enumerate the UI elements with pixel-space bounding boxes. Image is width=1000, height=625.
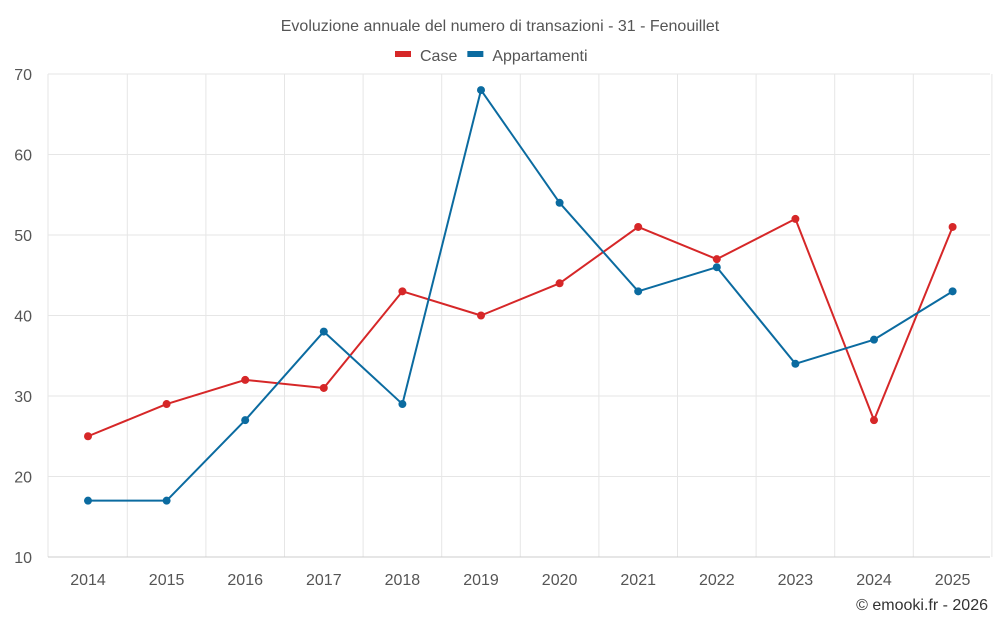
series-group xyxy=(84,86,957,505)
legend-swatch-appartamenti xyxy=(467,51,484,57)
x-tick-label: 2018 xyxy=(385,572,421,589)
x-tick-label: 2017 xyxy=(306,572,342,589)
chart-title: Evoluzione annuale del numero di transaz… xyxy=(281,18,720,35)
data-point-case xyxy=(948,222,957,231)
x-tick-label: 2020 xyxy=(542,572,578,589)
y-tick-label: 30 xyxy=(14,389,32,406)
x-tick-label: 2015 xyxy=(149,572,185,589)
legend-label-case: Case xyxy=(420,48,457,65)
y-tick-label: 50 xyxy=(14,228,32,245)
x-tick-label: 2023 xyxy=(778,572,814,589)
y-gridlines xyxy=(48,73,990,477)
data-point-case xyxy=(162,400,171,409)
y-tick-label: 70 xyxy=(14,67,32,84)
data-point-case xyxy=(398,287,407,296)
data-point-appartamenti xyxy=(870,335,878,344)
legend: Case Appartamenti xyxy=(395,48,588,65)
y-axis-ticks: 10 20 30 40 50 60 70 xyxy=(14,67,32,567)
data-point-appartamenti xyxy=(398,400,407,409)
legend-label-appartamenti: Appartamenti xyxy=(492,48,587,65)
y-tick-label: 20 xyxy=(14,470,32,487)
data-point-appartamenti xyxy=(791,359,800,368)
legend-swatch-case xyxy=(395,51,411,57)
x-tick-label: 2021 xyxy=(620,572,656,589)
x-tick-label: 2022 xyxy=(699,572,735,589)
data-point-case xyxy=(84,432,92,441)
x-tick-label: 2016 xyxy=(227,572,263,589)
y-tick-label: 40 xyxy=(14,309,32,326)
data-point-appartamenti xyxy=(948,287,957,296)
data-point-appartamenti xyxy=(162,496,171,505)
data-point-appartamenti xyxy=(84,496,92,505)
data-point-appartamenti xyxy=(319,327,328,336)
series-line-appartamenti xyxy=(88,89,954,502)
data-point-appartamenti xyxy=(477,86,485,95)
data-point-case xyxy=(555,279,564,288)
data-point-appartamenti xyxy=(634,287,643,296)
x-tick-label: 2014 xyxy=(70,572,106,589)
data-point-appartamenti xyxy=(712,263,721,272)
data-point-case xyxy=(241,375,250,384)
x-tick-label: 2025 xyxy=(935,572,971,589)
data-point-appartamenti xyxy=(241,416,250,425)
series-line-case xyxy=(87,217,954,438)
data-point-case xyxy=(634,222,643,231)
y-tick-label: 60 xyxy=(14,148,32,165)
data-point-case xyxy=(791,214,800,223)
data-point-case xyxy=(870,416,878,425)
x-tick-label: 2019 xyxy=(463,572,499,589)
x-axis-ticks: 2014 2015 2016 2017 2018 2019 2020 2021 2022 2023… xyxy=(70,572,970,589)
y-tick-label: 10 xyxy=(14,550,32,567)
data-point-case xyxy=(712,255,721,264)
data-point-appartamenti xyxy=(555,198,564,207)
data-point-case xyxy=(477,311,485,320)
x-tick-label: 2024 xyxy=(856,572,892,589)
data-point-case xyxy=(319,383,328,392)
credit-text: © emooki.fr - 2026 xyxy=(856,597,988,614)
